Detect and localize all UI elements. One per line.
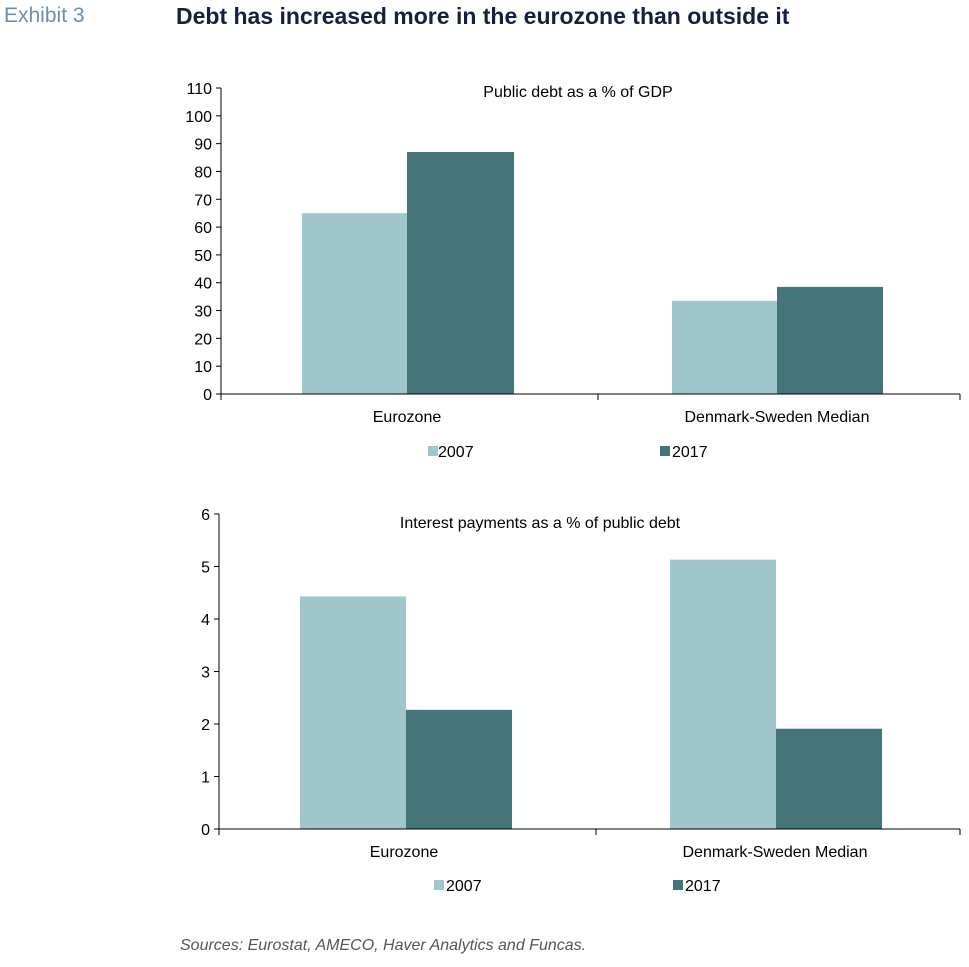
bar-2017-denmark-sweden-median: [777, 286, 883, 394]
legend-swatch-2007: [428, 446, 438, 456]
y-tick-label: 40: [194, 276, 212, 293]
legend-label-2007: 2007: [446, 878, 482, 895]
bar-2007-denmark-sweden-median: [670, 559, 776, 829]
bar-2017-denmark-sweden-median: [776, 728, 882, 829]
x-tick-label: Denmark-Sweden Median: [685, 409, 870, 426]
public-debt-chart-svg: Public debt as a % of GDP 0 10 20 30 40 50 60 7…: [185, 81, 961, 461]
sources-note: Sources: Eurostat, AMECO, Haver Analytic…: [180, 937, 587, 954]
legend-swatch-2017: [660, 446, 670, 456]
y-tick-label: 100: [185, 109, 212, 126]
legend-label-2017: 2017: [672, 444, 708, 461]
y-tick-label: 2: [201, 717, 210, 734]
y-tick-label: 20: [194, 331, 212, 348]
page-title: Debt has increased more in the eurozone …: [176, 3, 790, 29]
y-tick-label: 80: [194, 164, 212, 181]
y-tick-label: 70: [194, 192, 212, 209]
x-tick-label: Denmark-Sweden Median: [683, 844, 868, 861]
x-tick-label: Eurozone: [370, 844, 439, 861]
bar-2017-eurozone: [406, 709, 512, 829]
y-tick-label: 0: [203, 387, 212, 404]
bar-2007-denmark-sweden-median: [672, 300, 777, 394]
y-tick-label: 50: [194, 248, 212, 265]
legend-swatch-2007: [434, 880, 444, 890]
x-tick-label: Eurozone: [373, 409, 442, 426]
legend-label-2017: 2017: [685, 878, 721, 895]
y-tick-label: 110: [186, 81, 212, 98]
legend-label-2007: 2007: [438, 444, 474, 461]
legend-swatch-2017: [673, 880, 683, 890]
y-tick-label: 4: [201, 612, 210, 629]
y-tick-label: 3: [201, 665, 210, 682]
y-tick-label: 5: [201, 560, 210, 577]
y-tick-label: 1: [201, 770, 210, 787]
chart-title: Interest payments as a % of public debt: [400, 515, 681, 532]
y-tick-label: 6: [201, 507, 210, 524]
public-debt-chart: Public debt as a % of GDP 0 10 20 30 40 50 60 7…: [0, 60, 969, 485]
y-tick-label: 90: [194, 137, 212, 154]
interest-payments-chart: Interest payments as a % of public debt …: [0, 490, 969, 915]
y-tick-label: 60: [194, 220, 212, 237]
chart-title: Public debt as a % of GDP: [483, 84, 672, 101]
exhibit-label: Exhibit 3: [4, 4, 85, 27]
interest-payments-chart-svg: Interest payments as a % of public debt …: [201, 507, 961, 895]
bar-2007-eurozone: [302, 213, 407, 394]
y-tick-label: 30: [194, 304, 212, 321]
bar-2007-eurozone: [300, 596, 406, 829]
y-tick-label: 10: [194, 359, 212, 376]
y-tick-label: 0: [201, 822, 210, 839]
bar-2017-eurozone: [407, 151, 514, 394]
